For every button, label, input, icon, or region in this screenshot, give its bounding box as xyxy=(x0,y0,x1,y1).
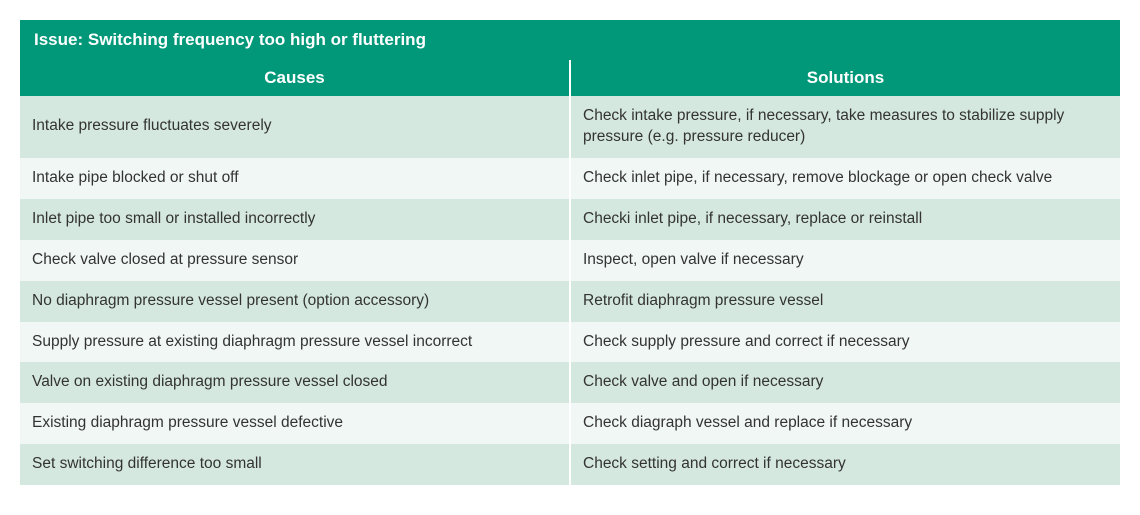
issue-table: Issue: Switching frequency too high or f… xyxy=(20,20,1120,485)
table-row: Inlet pipe too small or installed incorr… xyxy=(20,199,1120,240)
table-row: Supply pressure at existing diaphragm pr… xyxy=(20,322,1120,363)
table-row: Check valve closed at pressure sensor In… xyxy=(20,240,1120,281)
cause-cell: Valve on existing diaphragm pressure ves… xyxy=(20,362,570,403)
table-row: No diaphragm pressure vessel present (op… xyxy=(20,281,1120,322)
table-title: Issue: Switching frequency too high or f… xyxy=(20,20,1120,60)
cause-cell: Inlet pipe too small or installed incorr… xyxy=(20,199,570,240)
solution-cell: Check diagraph vessel and replace if nec… xyxy=(570,403,1120,444)
cause-cell: Intake pressure fluctuates severely xyxy=(20,96,570,158)
solution-cell: Check inlet pipe, if necessary, remove b… xyxy=(570,158,1120,199)
col-header-solutions: Solutions xyxy=(570,60,1120,96)
solution-cell: Check supply pressure and correct if nec… xyxy=(570,322,1120,363)
solution-cell: Retrofit diaphragm pressure vessel xyxy=(570,281,1120,322)
causes-solutions-table: Causes Solutions Intake pressure fluctua… xyxy=(20,60,1120,485)
cause-cell: Intake pipe blocked or shut off xyxy=(20,158,570,199)
cause-cell: Existing diaphragm pressure vessel defec… xyxy=(20,403,570,444)
solution-cell: Checki inlet pipe, if necessary, replace… xyxy=(570,199,1120,240)
col-header-causes: Causes xyxy=(20,60,570,96)
cause-cell: Check valve closed at pressure sensor xyxy=(20,240,570,281)
cause-cell: Set switching difference too small xyxy=(20,444,570,485)
table-row: Set switching difference too small Check… xyxy=(20,444,1120,485)
table-row: Existing diaphragm pressure vessel defec… xyxy=(20,403,1120,444)
table-row: Valve on existing diaphragm pressure ves… xyxy=(20,362,1120,403)
header-row: Causes Solutions xyxy=(20,60,1120,96)
solution-cell: Inspect, open valve if necessary xyxy=(570,240,1120,281)
cause-cell: Supply pressure at existing diaphragm pr… xyxy=(20,322,570,363)
table-row: Intake pipe blocked or shut off Check in… xyxy=(20,158,1120,199)
table-row: Intake pressure fluctuates severely Chec… xyxy=(20,96,1120,158)
cause-cell: No diaphragm pressure vessel present (op… xyxy=(20,281,570,322)
solution-cell: Check intake pressure, if necessary, tak… xyxy=(570,96,1120,158)
solution-cell: Check setting and correct if necessary xyxy=(570,444,1120,485)
solution-cell: Check valve and open if necessary xyxy=(570,362,1120,403)
